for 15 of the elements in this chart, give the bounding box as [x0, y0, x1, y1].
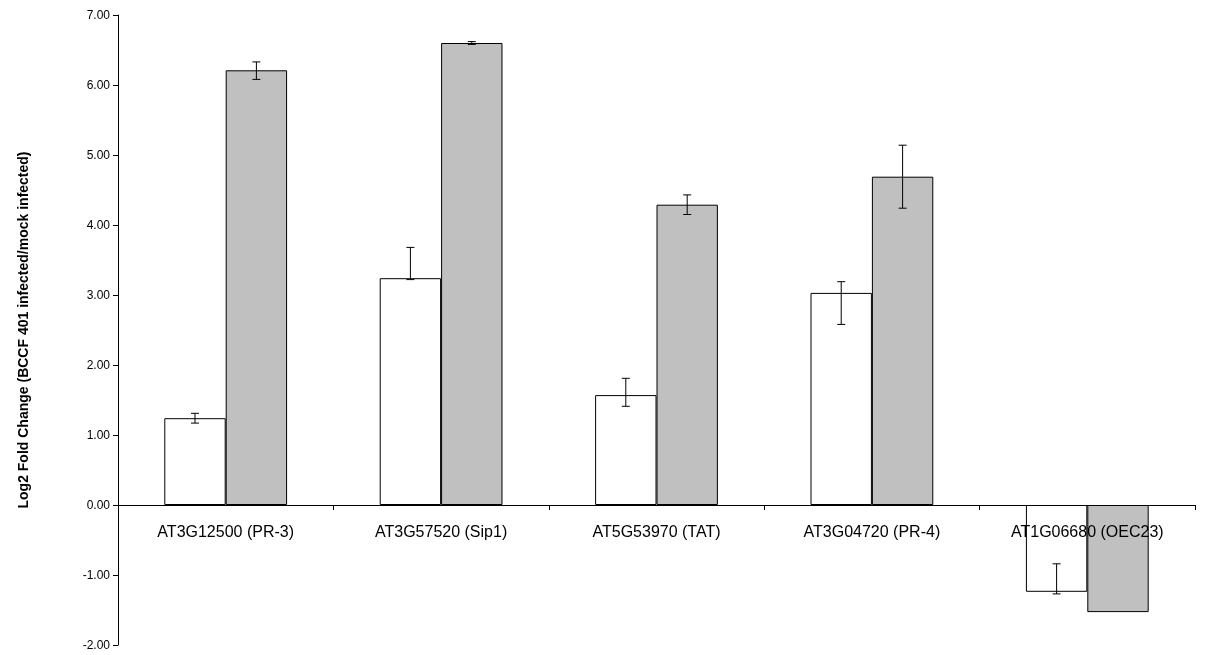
- y-axis-title: Log2 Fold Change (BCCF 401 infected/mock infected): [15, 151, 31, 509]
- y-tick-label: -1.00: [82, 568, 111, 582]
- x-tick-label: AT3G57520 (Sip1): [374, 522, 508, 540]
- y-tick-label: 2.00: [86, 358, 111, 372]
- y-tick-label: 1.00: [86, 428, 111, 442]
- y-tick-label: 4.00: [86, 218, 111, 232]
- x-tick-label: AT3G12500 (PR-3): [157, 522, 295, 540]
- y-tick-label: 6.00: [86, 78, 111, 92]
- y-tick-label: 7.00: [86, 8, 111, 22]
- x-tick-label: AT5G53970 (TAT): [592, 522, 721, 540]
- y-tick-label: 0.00: [86, 498, 111, 512]
- y-tick-label: 3.00: [86, 288, 111, 302]
- x-tick-label: AT3G04720 (PR-4): [803, 522, 941, 540]
- y-tick-label: 5.00: [86, 148, 111, 162]
- y-tick-label: -2.00: [82, 638, 111, 652]
